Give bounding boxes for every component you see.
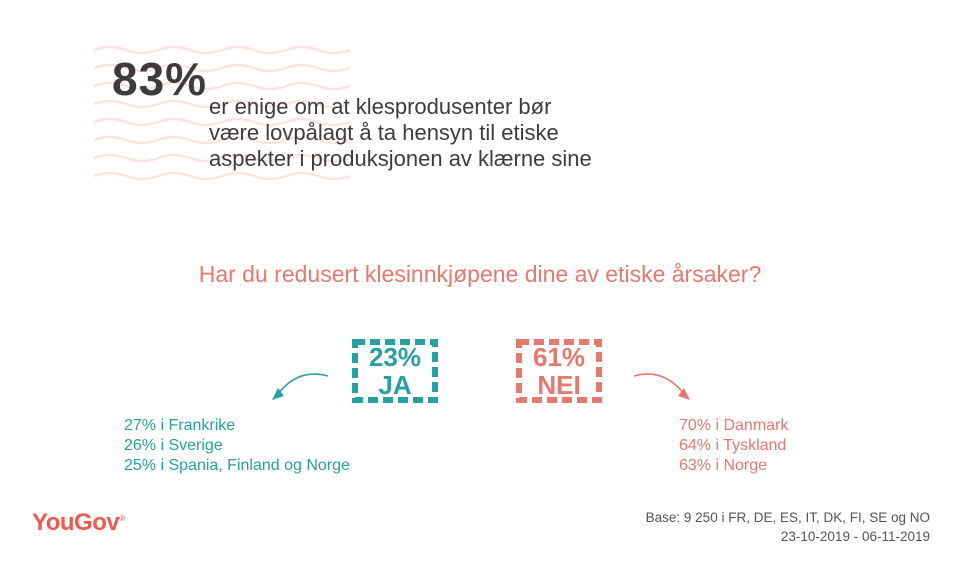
date-range: 23-10-2019 - 06-11-2019	[780, 529, 930, 544]
answer-yes-label: JA	[378, 370, 412, 400]
list-item: 63% i Norge	[679, 457, 768, 474]
logo-text: YouGov	[32, 509, 120, 536]
logo-registered-mark: ®	[119, 514, 125, 523]
headline-line: være lovpålagt å ta hensyn til etiske	[209, 120, 559, 145]
survey-question: Har du redusert klesinnkjøpene dine av e…	[198, 261, 762, 287]
headline-text: er enige om at klesprodusenter bør være …	[209, 94, 592, 172]
answer-no-box: 61% NEI	[516, 339, 602, 403]
answer-no-label: NEI	[537, 370, 581, 400]
headline-line: er enige om at klesprodusenter bør	[209, 94, 552, 119]
base-text: Base: 9 250 i FR, DE, ES, IT, DK, FI, SE…	[645, 510, 930, 525]
wavy-background-decoration	[94, 45, 351, 181]
answer-no-percent: 61%	[532, 342, 586, 372]
list-item: 25% i Spania, Finland og Norge	[124, 457, 350, 474]
yougov-logo: YouGov®	[32, 509, 125, 537]
headline-stat: 83%	[112, 53, 208, 105]
list-item: 27% i Frankrike	[124, 417, 236, 434]
answer-yes-box: 23% JA	[352, 339, 438, 403]
answer-yes-percent: 23%	[368, 342, 422, 372]
dashed-frame-icon	[516, 339, 602, 403]
dashed-frame-icon	[352, 339, 438, 403]
curved-arrow-left-icon	[272, 373, 329, 400]
list-item: 26% i Sverige	[124, 437, 223, 454]
curved-arrow-right-icon	[633, 373, 690, 400]
list-item: 70% i Danmark	[679, 417, 789, 434]
yes-country-list: 27% i Frankrike 26% i Sverige 25% i Span…	[124, 416, 350, 476]
headline-line: aspekter i produksjonen av klærne sine	[209, 146, 592, 171]
no-country-list: 70% i Danmark 64% i Tyskland 63% i Norge	[679, 416, 788, 476]
base-info: Base: 9 250 i FR, DE, ES, IT, DK, FI, SE…	[646, 508, 930, 546]
list-item: 64% i Tyskland	[679, 437, 787, 454]
